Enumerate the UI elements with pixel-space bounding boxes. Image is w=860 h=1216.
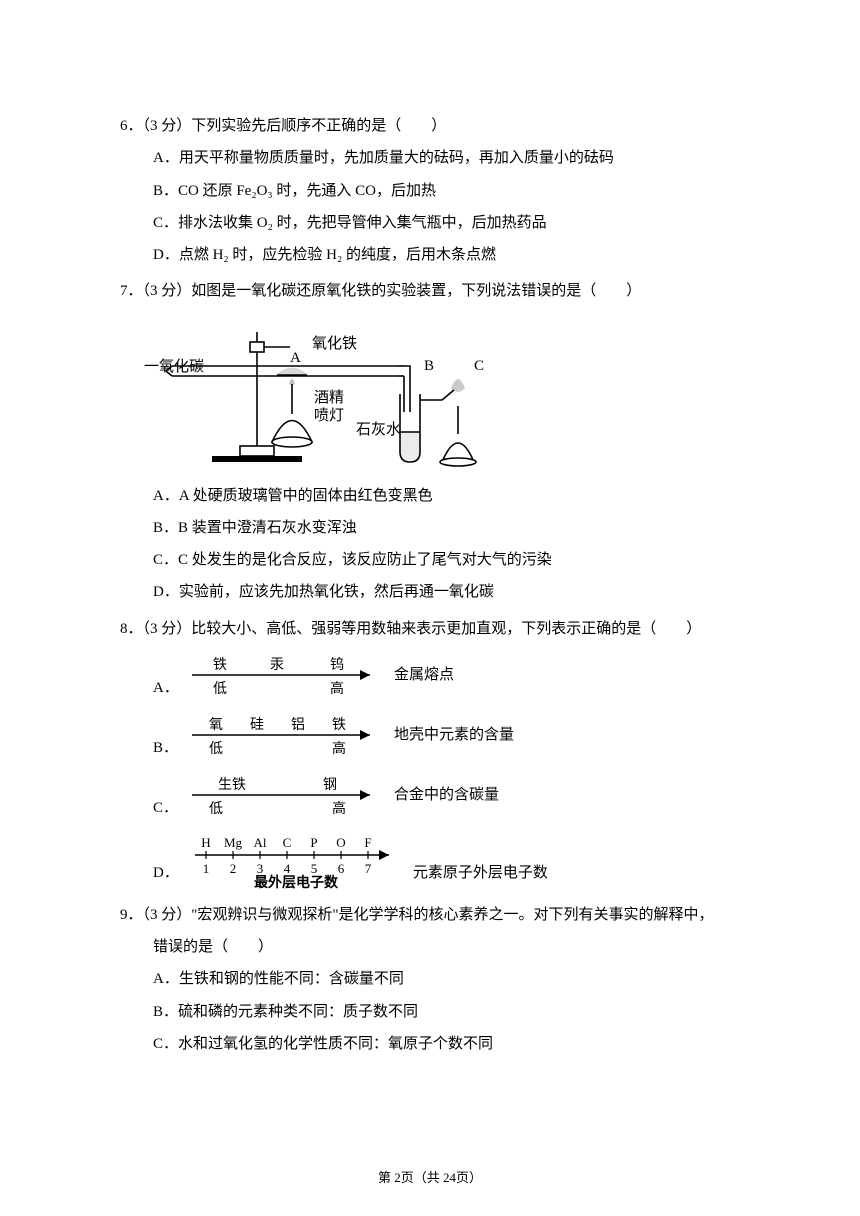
axis-c-svg: 生铁 钢 低 高	[192, 773, 382, 817]
q7-diagram: 一氧化碳 氧化铁 A 酒精 喷灯 石灰水 B C	[142, 314, 512, 474]
svg-text:P: P	[310, 835, 317, 850]
q9-opt-b: B．硫和磷的元素种类不同：质子数不同	[120, 996, 740, 1028]
axis-b-svg: 氧 硅 铝 铁 低 高	[192, 713, 382, 757]
label-c: C	[474, 358, 484, 374]
q9-opt-a: A．生铁和钢的性能不同：含碳量不同	[120, 963, 740, 995]
q6-opt-c: C．排水法收集 O₂ 时，先把导管伸入集气瓶中，后加热药品	[120, 207, 740, 239]
svg-text:铁: 铁	[332, 717, 346, 733]
svg-text:Mg: Mg	[224, 835, 243, 850]
svg-text:最外层电子数: 最外层电子数	[254, 874, 339, 889]
svg-text:7: 7	[365, 861, 372, 876]
q8-opt-d: D． H Mg Al C P O F 1 2	[120, 833, 740, 889]
opt-letter: D．	[153, 857, 179, 889]
svg-text:C: C	[283, 835, 292, 850]
label-lime: 石灰水	[356, 421, 401, 438]
q6-opt-d: D．点燃 H₂ 时，应先检验 H₂ 的纯度，后用木条点燃	[120, 239, 740, 271]
label-feo: 氧化铁	[312, 335, 357, 352]
question-7: 7．（3 分）如图是一氧化碳还原氧化铁的实验装置，下列说法错误的是（ ）	[120, 275, 740, 608]
svg-text:Al: Al	[253, 835, 266, 850]
q7-opt-c: C．C 处发生的是化合反应，该反应防止了尾气对大气的污染	[120, 544, 740, 576]
q6-stem: 6．（3 分）下列实验先后顺序不正确的是（ ）	[120, 110, 740, 142]
svg-text:生铁: 生铁	[218, 777, 246, 793]
svg-text:铝: 铝	[291, 717, 305, 733]
axis-d-label: 元素原子外层电子数	[413, 857, 548, 889]
svg-text:氧: 氧	[209, 717, 223, 733]
q8-stem: 8．（3 分）比较大小、高低、强弱等用数轴来表示更加直观，下列表示正确的是（ ）	[120, 613, 740, 645]
axis-d-svg: H Mg Al C P O F 1 2 3 4 5 6 7 最外层电子数	[191, 833, 401, 889]
opt-letter: A．	[153, 679, 180, 697]
svg-text:H: H	[201, 835, 210, 850]
svg-text:钨: 钨	[330, 657, 344, 673]
label-lamp1: 酒精	[314, 389, 344, 406]
q7-stem: 7．（3 分）如图是一氧化碳还原氧化铁的实验装置，下列说法错误的是（ ）	[120, 275, 740, 307]
label-lamp2: 喷灯	[314, 407, 344, 424]
svg-text:低: 低	[213, 681, 227, 697]
svg-text:高: 高	[332, 800, 346, 817]
svg-text:O: O	[336, 835, 345, 850]
q8-opt-c: C． 生铁 钢 低 高 合金中的含碳量	[120, 773, 740, 817]
label-a: A	[290, 350, 301, 366]
svg-text:2: 2	[230, 861, 237, 876]
svg-text:3: 3	[257, 861, 264, 876]
axis-a-label: 金属熔点	[394, 666, 454, 684]
q9-opt-c: C．水和过氧化氢的化学性质不同：氧原子个数不同	[120, 1028, 740, 1060]
label-co: 一氧化碳	[144, 358, 204, 375]
q8-opt-b: B． 氧 硅 铝 铁 低 高 地壳中元素的含量	[120, 713, 740, 757]
q7-opt-d: D．实验前，应该先加热氧化铁，然后再通一氧化碳	[120, 576, 740, 608]
svg-text:高: 高	[332, 740, 346, 757]
label-b: B	[424, 358, 434, 374]
svg-text:1: 1	[203, 861, 210, 876]
axis-b-label: 地壳中元素的含量	[394, 726, 514, 744]
axis-a-svg: 铁 汞 钨 低 高	[192, 653, 382, 697]
svg-text:5: 5	[311, 861, 318, 876]
question-6: 6．（3 分）下列实验先后顺序不正确的是（ ） A．用天平称量物质质量时，先加质…	[120, 110, 740, 271]
svg-text:硅: 硅	[250, 717, 264, 733]
question-9: 9．（3 分）"宏观辨识与微观探析"是化学学科的核心素养之一。对下列有关事实的解…	[120, 899, 740, 1060]
question-8: 8．（3 分）比较大小、高低、强弱等用数轴来表示更加直观，下列表示正确的是（ ）…	[120, 613, 740, 889]
svg-text:铁: 铁	[213, 657, 227, 673]
svg-text:6: 6	[338, 861, 345, 876]
svg-text:钢: 钢	[323, 777, 337, 793]
opt-letter: B．	[153, 739, 180, 757]
opt-letter: C．	[153, 799, 180, 817]
q7-opt-b: B．B 装置中澄清石灰水变浑浊	[120, 512, 740, 544]
axis-c-label: 合金中的含碳量	[394, 786, 499, 804]
page-footer: 第 2页（共 24页）	[120, 1164, 740, 1192]
q8-opt-a: A． 铁 汞 钨 低 高 金属熔点	[120, 653, 740, 697]
svg-text:汞: 汞	[270, 658, 284, 673]
q7-opt-a: A．A 处硬质玻璃管中的固体由红色变黑色	[120, 480, 740, 512]
q9-stem: 9．（3 分）"宏观辨识与微观探析"是化学学科的核心素养之一。对下列有关事实的解…	[120, 899, 740, 931]
q9-stem2: 错误的是（ ）	[120, 931, 740, 963]
svg-text:F: F	[364, 835, 371, 850]
svg-text:低: 低	[209, 741, 223, 757]
svg-text:低: 低	[209, 801, 223, 817]
q6-opt-b: B．CO 还原 Fe₂O₃ 时，先通入 CO，后加热	[120, 175, 740, 207]
svg-text:高: 高	[330, 680, 344, 697]
q6-opt-a: A．用天平称量物质质量时，先加质量大的砝码，再加入质量小的砝码	[120, 142, 740, 174]
svg-text:4: 4	[284, 861, 291, 876]
